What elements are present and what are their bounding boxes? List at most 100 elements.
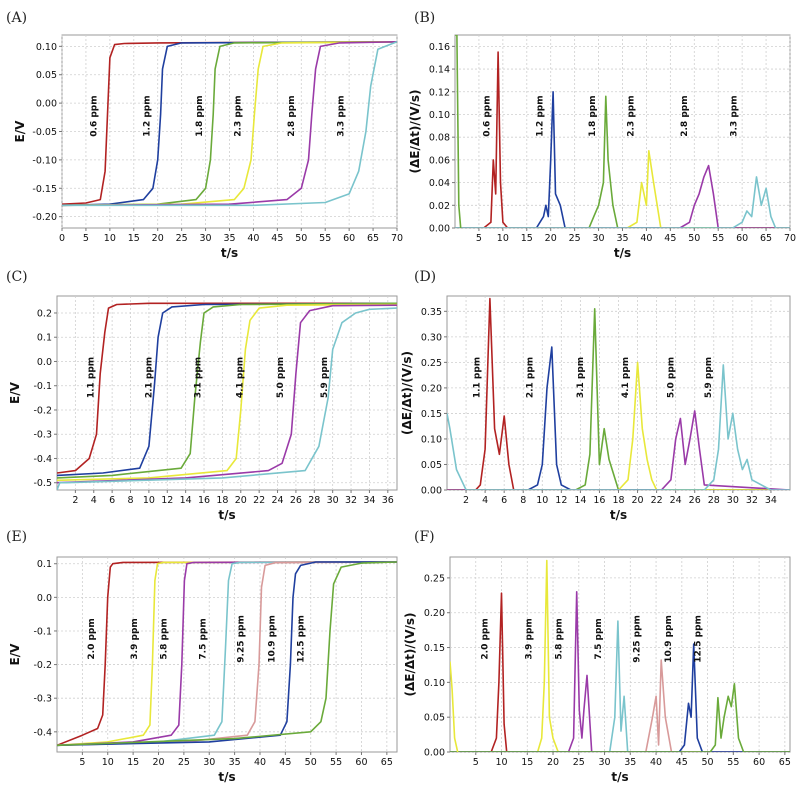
- series-line-3-3-ppm: [455, 176, 790, 228]
- series-annotation: 3.9 ppm: [524, 618, 534, 659]
- x-tick-label: 15: [521, 233, 533, 244]
- y-tick-label: 0.10: [429, 110, 450, 121]
- series-annotation: 5.8 ppm: [554, 618, 564, 659]
- series-line-1-2-ppm: [62, 41, 397, 207]
- series-line-4-1-ppm: [57, 303, 397, 482]
- panel-a: (A) 0 5 10 15 20 25 30 35 40 45 50 55 60 65 70 -0.20 -0.1…: [6, 10, 403, 260]
- x-tick-label: 40: [640, 233, 652, 244]
- x-tick-label: 60: [343, 233, 355, 244]
- x-tick-label: 5: [476, 233, 482, 244]
- series-annotation: 5.0 ppm: [667, 357, 677, 398]
- x-tick-label: 12: [161, 495, 173, 506]
- x-tick-label: 30: [327, 495, 339, 506]
- x-tick-label: 70: [391, 233, 403, 244]
- x-axis-title: t/s: [218, 770, 235, 784]
- x-tick-label: 28: [308, 495, 320, 506]
- series-annotation: 9.25 ppm: [237, 615, 247, 663]
- y-tick-label: -0.2: [33, 660, 52, 671]
- panel-label: (A): [6, 10, 27, 26]
- x-tick-label: 24: [670, 495, 682, 506]
- x-tick-label: 20: [547, 757, 559, 768]
- series-annotation: 12.5 ppm: [693, 615, 703, 663]
- series-line-1-2-ppm: [455, 91, 790, 228]
- series-group: [447, 297, 790, 490]
- y-tick-label: 0.00: [421, 486, 442, 497]
- x-axis-title: t/s: [611, 770, 628, 784]
- series-line-initial: [450, 661, 459, 752]
- series-line-0-6-ppm: [455, 51, 790, 228]
- y-tick-label: 0.08: [429, 133, 450, 144]
- x-tick-label: 0: [59, 233, 65, 244]
- series-annotation: 2.0 ppm: [481, 618, 491, 659]
- series-line-2-3-ppm: [62, 41, 397, 207]
- series-line-3-3-ppm: [62, 41, 397, 207]
- y-tick-label: -0.10: [32, 155, 57, 166]
- x-tick-label: 10: [495, 757, 507, 768]
- panel-label: (B): [414, 10, 435, 26]
- y-tick-label: 0.25: [424, 573, 445, 584]
- x-tick-label: 6: [109, 495, 115, 506]
- x-tick-label: 45: [664, 233, 676, 244]
- y-tick-label: -0.3: [33, 430, 52, 441]
- panel-label: (D): [414, 269, 436, 285]
- series-annotation: 5.9 ppm: [704, 357, 714, 398]
- plot-frame: [56, 295, 398, 491]
- x-tick-label: 8: [127, 495, 133, 506]
- series-annotation: 10.9 ppm: [664, 615, 674, 663]
- series-line-3-9-ppm: [57, 561, 397, 747]
- series-line-5-8-ppm: [57, 561, 397, 747]
- y-tick-label: 0.35: [421, 307, 442, 318]
- series-line-2-8-ppm: [455, 164, 790, 228]
- y-tick-label: 0.00: [424, 748, 445, 759]
- y-tick-label: -0.05: [32, 127, 57, 138]
- series-annotation: 2.3 ppm: [234, 95, 244, 136]
- x-tick-label: 55: [712, 233, 724, 244]
- x-tick-label: 15: [127, 757, 139, 768]
- panel-f: (F) 5 10 15 20 25 30 35 40 45 50 55 60 65 0.00 0.05 0.10…: [403, 529, 791, 784]
- series-annotation: 4.1 ppm: [621, 357, 631, 398]
- x-tick-label: 20: [235, 495, 247, 506]
- y-tick-label: 0.14: [429, 65, 450, 76]
- x-tick-label: 40: [247, 233, 259, 244]
- x-tick-label: 30: [593, 233, 605, 244]
- y-tick-label: 0.00: [429, 224, 450, 235]
- series-line-7-5-ppm: [57, 561, 397, 747]
- x-tick-label: 60: [355, 757, 367, 768]
- series-line-5-0-ppm: [57, 304, 397, 484]
- x-tick-label: 22: [253, 495, 265, 506]
- series-line-5-8-ppm: [450, 591, 790, 752]
- x-tick-label: 60: [736, 233, 748, 244]
- series-annotation: 1.2 ppm: [536, 95, 546, 136]
- y-tick-label: 0.02: [429, 201, 450, 212]
- series-annotation: 0.6 ppm: [89, 95, 99, 136]
- y-tick-label: 0.1: [37, 333, 52, 344]
- y-tick-label: 0.05: [421, 460, 442, 471]
- x-tick-label: 32: [746, 495, 758, 506]
- x-tick-label: 16: [198, 495, 210, 506]
- y-axis-title: E/V: [13, 120, 27, 143]
- x-tick-label: 50: [688, 233, 700, 244]
- x-tick-label: 45: [279, 757, 291, 768]
- x-tick-label: 15: [128, 233, 140, 244]
- series-annotation: 7.5 ppm: [199, 618, 209, 659]
- x-tick-label: 15: [521, 757, 533, 768]
- panel-d: (D)2 4 6 8 10 12 14 16 18 20 22 24 26 28 30 32 340.000.0…: [400, 269, 791, 522]
- panel-e: (E) 5 10 15 20 25 30 35 40 45 50 55 60 65 -0.4 -0.3 -0.2…: [6, 529, 398, 784]
- y-tick-label: 0.05: [36, 70, 57, 81]
- panel-b: (B) 5 10 15 20 25 30 35 40 45 50 55 60 65 70 0.00 0.02 0.…: [408, 10, 796, 260]
- x-tick-label: 45: [271, 233, 283, 244]
- x-axis-title: t/s: [614, 246, 631, 260]
- series-annotation: 1.8 ppm: [195, 95, 205, 136]
- panel-label: (C): [6, 269, 28, 285]
- series-annotation: 2.0 ppm: [87, 618, 97, 659]
- x-tick-label: 20: [632, 495, 644, 506]
- x-tick-label: 12: [555, 495, 567, 506]
- series-line-1-1-ppm: [57, 302, 397, 474]
- x-tick-label: 10: [536, 495, 548, 506]
- y-tick-label: -0.5: [33, 478, 52, 489]
- y-tick-label: 0.16: [429, 42, 450, 53]
- series-group: [450, 559, 790, 752]
- x-tick-label: 22: [651, 495, 663, 506]
- x-tick-label: 4: [91, 495, 97, 506]
